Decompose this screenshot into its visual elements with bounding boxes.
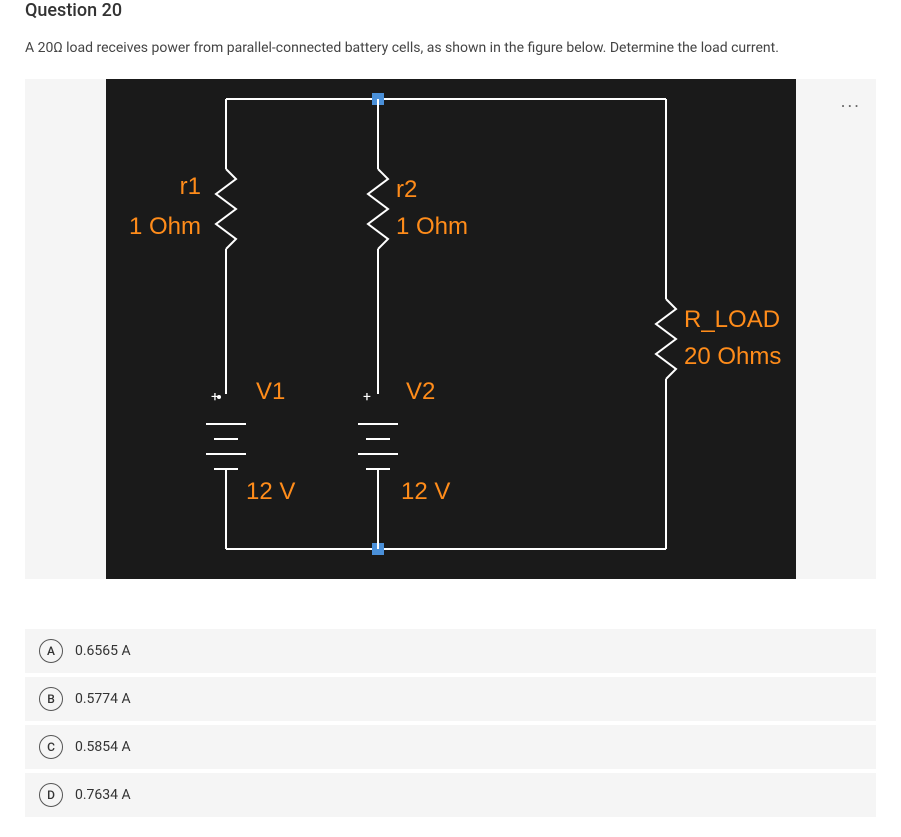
answer-text-c: 0.5854 A (75, 739, 131, 755)
question-text: A 20Ω load receives power from parallel-… (25, 39, 876, 59)
answer-text-d: 0.7634 A (75, 787, 131, 803)
circuit-svg: + r1 1 Ohm V1 12 V + r2 1 Ohm V2 (106, 79, 796, 579)
answer-option-c[interactable]: C 0.5854 A (25, 725, 876, 769)
answer-list: A 0.6565 A B 0.5774 A C 0.5854 A D 0.763… (25, 629, 876, 817)
resistor-rload (656, 299, 676, 379)
circuit-figure: + r1 1 Ohm V1 12 V + r2 1 Ohm V2 (106, 79, 796, 579)
answer-letter-d: D (39, 783, 63, 807)
answer-letter-c: C (39, 735, 63, 759)
r1-name-label: r1 (179, 173, 200, 200)
more-options-icon[interactable]: ... (841, 91, 861, 112)
answer-text-b: 0.5774 A (75, 691, 131, 707)
rload-value-label: 20 Ohms (684, 343, 781, 370)
answer-option-d[interactable]: D 0.7634 A (25, 773, 876, 817)
figure-container: ... + r1 1 Ohm V1 (25, 79, 876, 579)
v2-name-label: V2 (406, 378, 435, 405)
v1-value-label: 12 V (246, 478, 295, 505)
resistor-r2 (368, 169, 388, 249)
answer-letter-b: B (39, 687, 63, 711)
answer-option-b[interactable]: B 0.5774 A (25, 677, 876, 721)
question-title: Question 20 (25, 0, 876, 21)
answer-option-a[interactable]: A 0.6565 A (25, 629, 876, 673)
r2-name-label: r2 (396, 176, 417, 203)
answer-letter-a: A (39, 639, 63, 663)
v1-name-label: V1 (256, 378, 285, 405)
r1-value-label: 1 Ohm (128, 213, 200, 240)
v2-value-label: 12 V (401, 478, 450, 505)
v2-plus-icon: + (363, 389, 371, 405)
rload-name-label: R_LOAD (684, 306, 780, 333)
v1-plus-icon: + (211, 389, 219, 405)
resistor-r1 (216, 169, 236, 249)
answer-text-a: 0.6565 A (75, 643, 131, 659)
r2-value-label: 1 Ohm (396, 213, 468, 240)
